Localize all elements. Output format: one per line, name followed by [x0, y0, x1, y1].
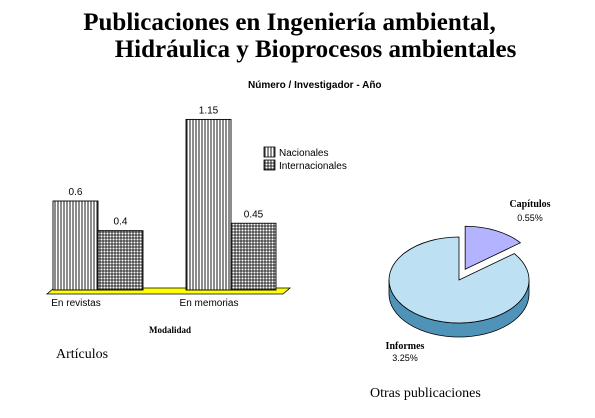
- bar: [97, 230, 144, 291]
- bar-value-label: 0.45: [244, 209, 264, 220]
- legend-swatch: [263, 146, 276, 158]
- bar-value-label: 0.6: [69, 187, 83, 198]
- bar-value-label: 0.4: [114, 217, 128, 228]
- bar: [52, 200, 99, 291]
- x-tick-label: En memorias: [180, 298, 239, 309]
- pie-slice-value: 3.25%: [392, 353, 418, 363]
- legend-swatch: [263, 159, 276, 171]
- bar: [185, 118, 232, 291]
- pie-slice-label: Capítulos: [509, 199, 550, 210]
- bar-value-label: 1.15: [199, 105, 219, 116]
- bar: [230, 222, 277, 291]
- pie-slice: [388, 236, 530, 324]
- bar-chart: 0.6 0.4 En revistas 1.15 0.45 En memorias Moda…: [45, 105, 347, 335]
- legend-label: Internacionales: [279, 161, 347, 172]
- left-chart-caption: Artículos: [56, 347, 109, 362]
- chart-title-line2: Hidráulica y Bioprocesos ambientales: [114, 36, 517, 63]
- x-axis-label: Modalidad: [149, 325, 191, 335]
- pie-slice-value: 0.55%: [517, 213, 543, 223]
- legend-label: Nacionales: [279, 148, 328, 159]
- x-tick-label: En revistas: [51, 298, 100, 309]
- chart-subtitle: Número / Investigador - Año: [248, 80, 382, 91]
- pie-slice: [464, 225, 522, 270]
- chart-title-line1: Publicaciones en Ingeniería ambiental,: [83, 9, 496, 36]
- right-chart-caption: Otras publicaciones: [370, 386, 481, 401]
- pie-slice-label: Informes: [386, 341, 425, 352]
